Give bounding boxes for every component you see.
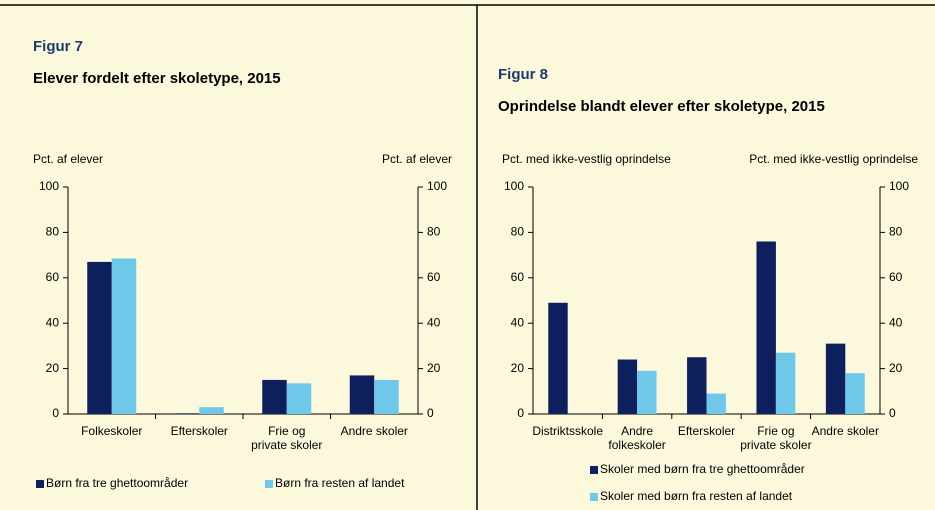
y-tick-label: 0 [517,406,524,420]
y2-tick-label: 80 [889,225,903,239]
y-tick-label: 60 [511,270,525,284]
y2-tick-label: 20 [889,361,903,375]
bar [617,359,638,414]
y2-axis-label: Pct. af elever [382,152,452,166]
bar [687,357,707,414]
y-tick-label: 40 [46,315,60,329]
y2-tick-label: 60 [427,270,441,284]
chart-title: Elever fordelt efter skoletype, 2015 [33,70,281,87]
legend-label: Skoler med børn fra tre ghettoområder [600,462,805,476]
bar [374,379,399,414]
bar [756,241,776,414]
y2-tick-label: 40 [427,315,441,329]
x-tick-label: Andre skoler [812,424,879,438]
legend-label: Børn fra tre ghettoområder [46,476,188,490]
y-tick-label: 40 [511,315,525,329]
y2-tick-label: 100 [889,179,909,193]
y-tick-label: 20 [46,361,60,375]
x-tick-label: Efterskoler [171,424,228,438]
x-tick-label: Distriktsskole [532,424,603,438]
bar [349,375,375,414]
x-tick-label: Folkeskoler [81,424,142,438]
bar [174,413,200,414]
legend-swatch [590,466,598,474]
legend-label: Skoler med børn fra resten af landet [600,489,793,503]
legend-swatch [590,493,598,501]
bar [286,383,312,414]
y-tick-label: 100 [504,179,524,193]
y2-tick-label: 0 [427,406,434,420]
y-tick-label: 20 [511,361,525,375]
bar [845,373,865,414]
legend-swatch [36,480,44,488]
y-tick-label: 0 [52,406,59,420]
y2-tick-label: 80 [427,225,441,239]
y2-tick-label: 0 [889,406,896,420]
bar [548,302,568,414]
y-tick-label: 60 [46,270,60,284]
y-tick-label: 100 [39,179,59,193]
bar [825,343,846,414]
bar [87,261,112,414]
bar [199,407,224,414]
y2-tick-label: 20 [427,361,441,375]
y2-tick-label: 60 [889,270,903,284]
x-tick-label: Frie og private skoler [251,424,322,452]
bar [262,379,287,414]
bar [706,393,726,414]
x-tick-label: Frie og private skoler [740,424,811,452]
bar [775,352,796,414]
x-tick-label: Andre skoler [341,424,408,438]
figure-label: Figur 7 [33,38,84,55]
y2-axis-label: Pct. med ikke-vestlig oprindelse [749,152,918,166]
y-axis-label: Pct. med ikke-vestlig oprindelse [502,152,671,166]
legend-label: Børn fra resten af landet [275,476,405,490]
legend-swatch [265,480,273,488]
x-tick-label: Andre folkeskoler [608,424,665,452]
chart-title: Oprindelse blandt elever efter skoletype… [498,98,825,115]
bar [111,258,137,414]
y2-tick-label: 100 [427,179,447,193]
y2-tick-label: 40 [889,315,903,329]
y-tick-label: 80 [46,225,60,239]
x-tick-label: Efterskoler [678,424,735,438]
bar [637,370,657,414]
y-tick-label: 80 [511,225,525,239]
y-axis-label: Pct. af elever [33,152,103,166]
figure-label: Figur 8 [498,66,549,83]
